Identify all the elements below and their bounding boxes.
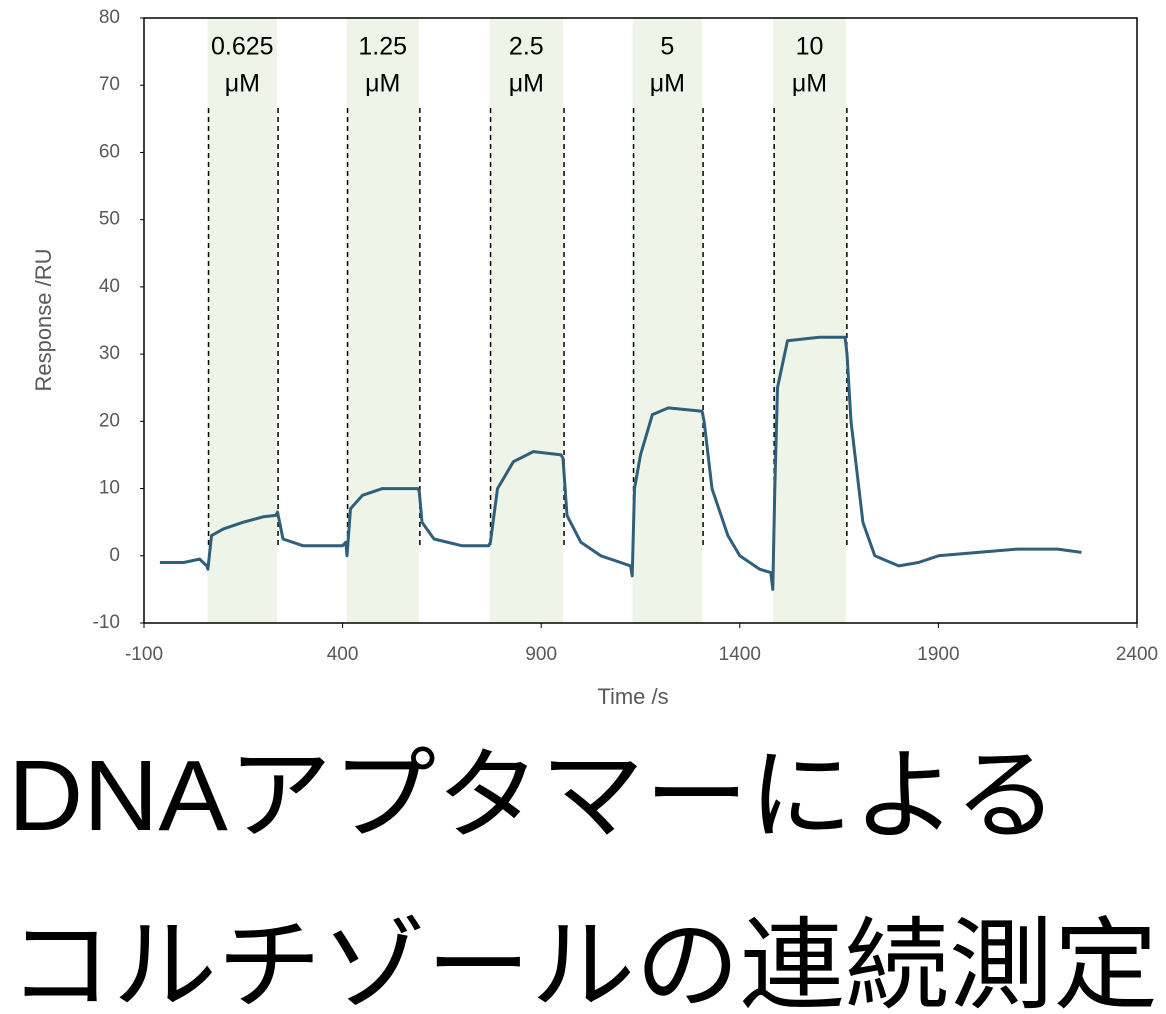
y-tick-label: 40 bbox=[99, 276, 120, 297]
band-label: 10 bbox=[796, 33, 824, 61]
y-tick-label: -10 bbox=[93, 612, 120, 633]
x-tick-label: 400 bbox=[327, 644, 359, 665]
y-tick-label: 80 bbox=[99, 7, 120, 28]
band-label: μM bbox=[509, 70, 544, 98]
y-tick-label: 10 bbox=[99, 478, 120, 499]
plot-frame bbox=[143, 17, 1138, 624]
y-tick-label: 70 bbox=[99, 74, 120, 95]
y-tick-label: 60 bbox=[99, 141, 120, 162]
response-line bbox=[159, 335, 1082, 591]
x-tick-label: 1900 bbox=[917, 644, 959, 665]
x-tick-label: 2400 bbox=[1116, 644, 1158, 665]
y-tick-label: 20 bbox=[99, 410, 120, 431]
band-label: 0.625 bbox=[211, 33, 274, 61]
x-axis-label: Time /s bbox=[597, 684, 668, 709]
caption-line: DNAアプタマーによる bbox=[8, 740, 1058, 852]
caption-line: コルチゾールの連続測定 bbox=[8, 910, 1158, 1014]
band-label: 5 bbox=[660, 33, 674, 61]
band-label: μM bbox=[650, 70, 685, 98]
band-label: 2.5 bbox=[509, 33, 544, 61]
band-label: μM bbox=[365, 70, 400, 98]
injection-band bbox=[346, 18, 419, 623]
injection-band bbox=[773, 18, 846, 623]
y-tick-label: 30 bbox=[99, 343, 120, 364]
y-tick-label: 0 bbox=[109, 545, 120, 566]
x-tick-label: 1400 bbox=[719, 644, 761, 665]
band-label: μM bbox=[792, 70, 827, 98]
band-label: μM bbox=[225, 70, 260, 98]
band-label: 1.25 bbox=[358, 33, 407, 61]
injection-band bbox=[632, 18, 703, 623]
x-tick-label: 900 bbox=[525, 644, 557, 665]
x-tick-label: -100 bbox=[125, 644, 163, 665]
y-axis-label: Response /RU bbox=[31, 248, 56, 391]
injection-band bbox=[489, 18, 564, 623]
y-tick-label: 50 bbox=[99, 209, 120, 230]
